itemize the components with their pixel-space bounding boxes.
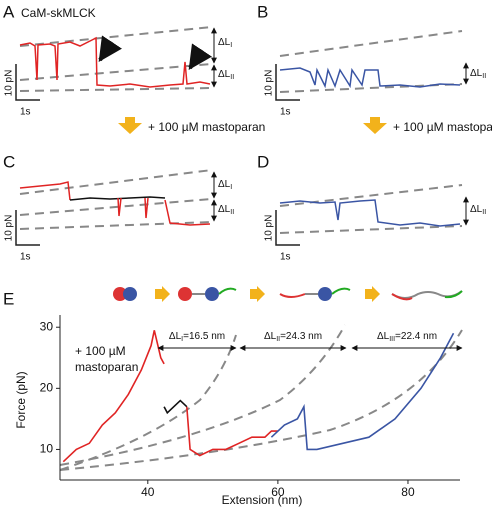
trace — [117, 197, 122, 217]
yellow-arrow — [363, 117, 387, 134]
interval-label: ΔLIII=22.4 nm — [377, 331, 437, 343]
trace — [279, 199, 461, 227]
trace — [279, 67, 461, 89]
scale-y: 10 pN — [264, 70, 275, 97]
arrow — [98, 35, 122, 62]
panel-label: B — [257, 2, 268, 21]
fit-line — [19, 221, 213, 230]
scale-bar — [15, 64, 40, 101]
y-axis-label: Force (pN) — [14, 371, 28, 428]
treatment: + 100 µM mastoparan — [148, 120, 265, 134]
scale-x: 1s — [280, 252, 291, 263]
interval-suffix: =22.4 nm — [395, 331, 437, 342]
y-tick-label: 30 — [40, 319, 54, 333]
annotation: mastoparan — [75, 360, 138, 374]
y-tick-label: 20 — [40, 381, 54, 395]
trace-line — [270, 332, 455, 451]
scale-y: 10 pN — [4, 215, 15, 242]
scale-x: 1s — [20, 252, 31, 263]
scale-x: 1s — [280, 107, 291, 118]
scale-y: 10 pN — [264, 215, 275, 242]
scale-bar — [275, 210, 300, 246]
interval-suffix: =24.3 nm — [280, 331, 322, 342]
trace — [144, 197, 149, 219]
y-tick-label: 10 — [40, 442, 54, 456]
fit-line — [19, 87, 213, 92]
panel-title: CaM-skMLCK — [21, 6, 96, 20]
trace-line — [62, 330, 278, 463]
arrow — [188, 43, 212, 70]
fit-line — [19, 169, 213, 195]
x-tick-label: 80 — [401, 485, 415, 499]
delta-label: ΔLI — [218, 179, 232, 191]
delta-label: ΔLI — [218, 37, 232, 49]
fit-line — [19, 26, 213, 47]
trace — [19, 36, 211, 88]
fit-line — [279, 30, 463, 57]
trace — [69, 196, 166, 201]
interval-sub: I — [181, 336, 183, 343]
wlc-fits — [59, 324, 463, 471]
interval-prefix: ΔL — [377, 331, 390, 342]
fit-line — [279, 184, 463, 207]
annotation: + 100 µM — [75, 344, 126, 358]
interval-suffix: =16.5 nm — [183, 331, 225, 342]
x-axis-label: Extension (nm) — [222, 493, 303, 507]
scale-bar — [15, 210, 40, 246]
interval-prefix: ΔL — [264, 331, 277, 342]
x-tick-label: 60 — [271, 485, 285, 499]
panel-label: A — [3, 2, 15, 21]
trace-line — [163, 399, 188, 415]
trace — [164, 199, 211, 226]
panel-label: C — [3, 152, 15, 171]
molecule-icons — [113, 286, 463, 302]
scale-bar — [275, 64, 300, 101]
interval-label: ΔLII=24.3 nm — [264, 331, 322, 343]
delta-label: ΔLII — [218, 204, 234, 216]
interval-sub: III — [389, 336, 395, 343]
fit-line — [19, 198, 213, 216]
delta-label: ΔLII — [218, 69, 234, 81]
interval-sub: II — [276, 336, 280, 343]
delta-label: ΔLII — [470, 204, 486, 216]
fit-line — [19, 63, 213, 81]
x-tick-label: 40 — [141, 485, 155, 499]
scale-y: 10 pN — [4, 70, 15, 97]
scale-x: 1s — [20, 107, 31, 118]
panel-label: E — [3, 289, 14, 308]
yellow-arrow — [118, 117, 142, 134]
interval-prefix: ΔL — [169, 331, 182, 342]
panel-label: D — [257, 152, 269, 171]
treatment: + 100 µM mastoparan — [393, 120, 492, 134]
interval-label: ΔLI=16.5 nm — [169, 331, 225, 343]
delta-label: ΔLII — [470, 68, 486, 80]
trace — [19, 181, 71, 201]
fit-line — [279, 225, 463, 234]
